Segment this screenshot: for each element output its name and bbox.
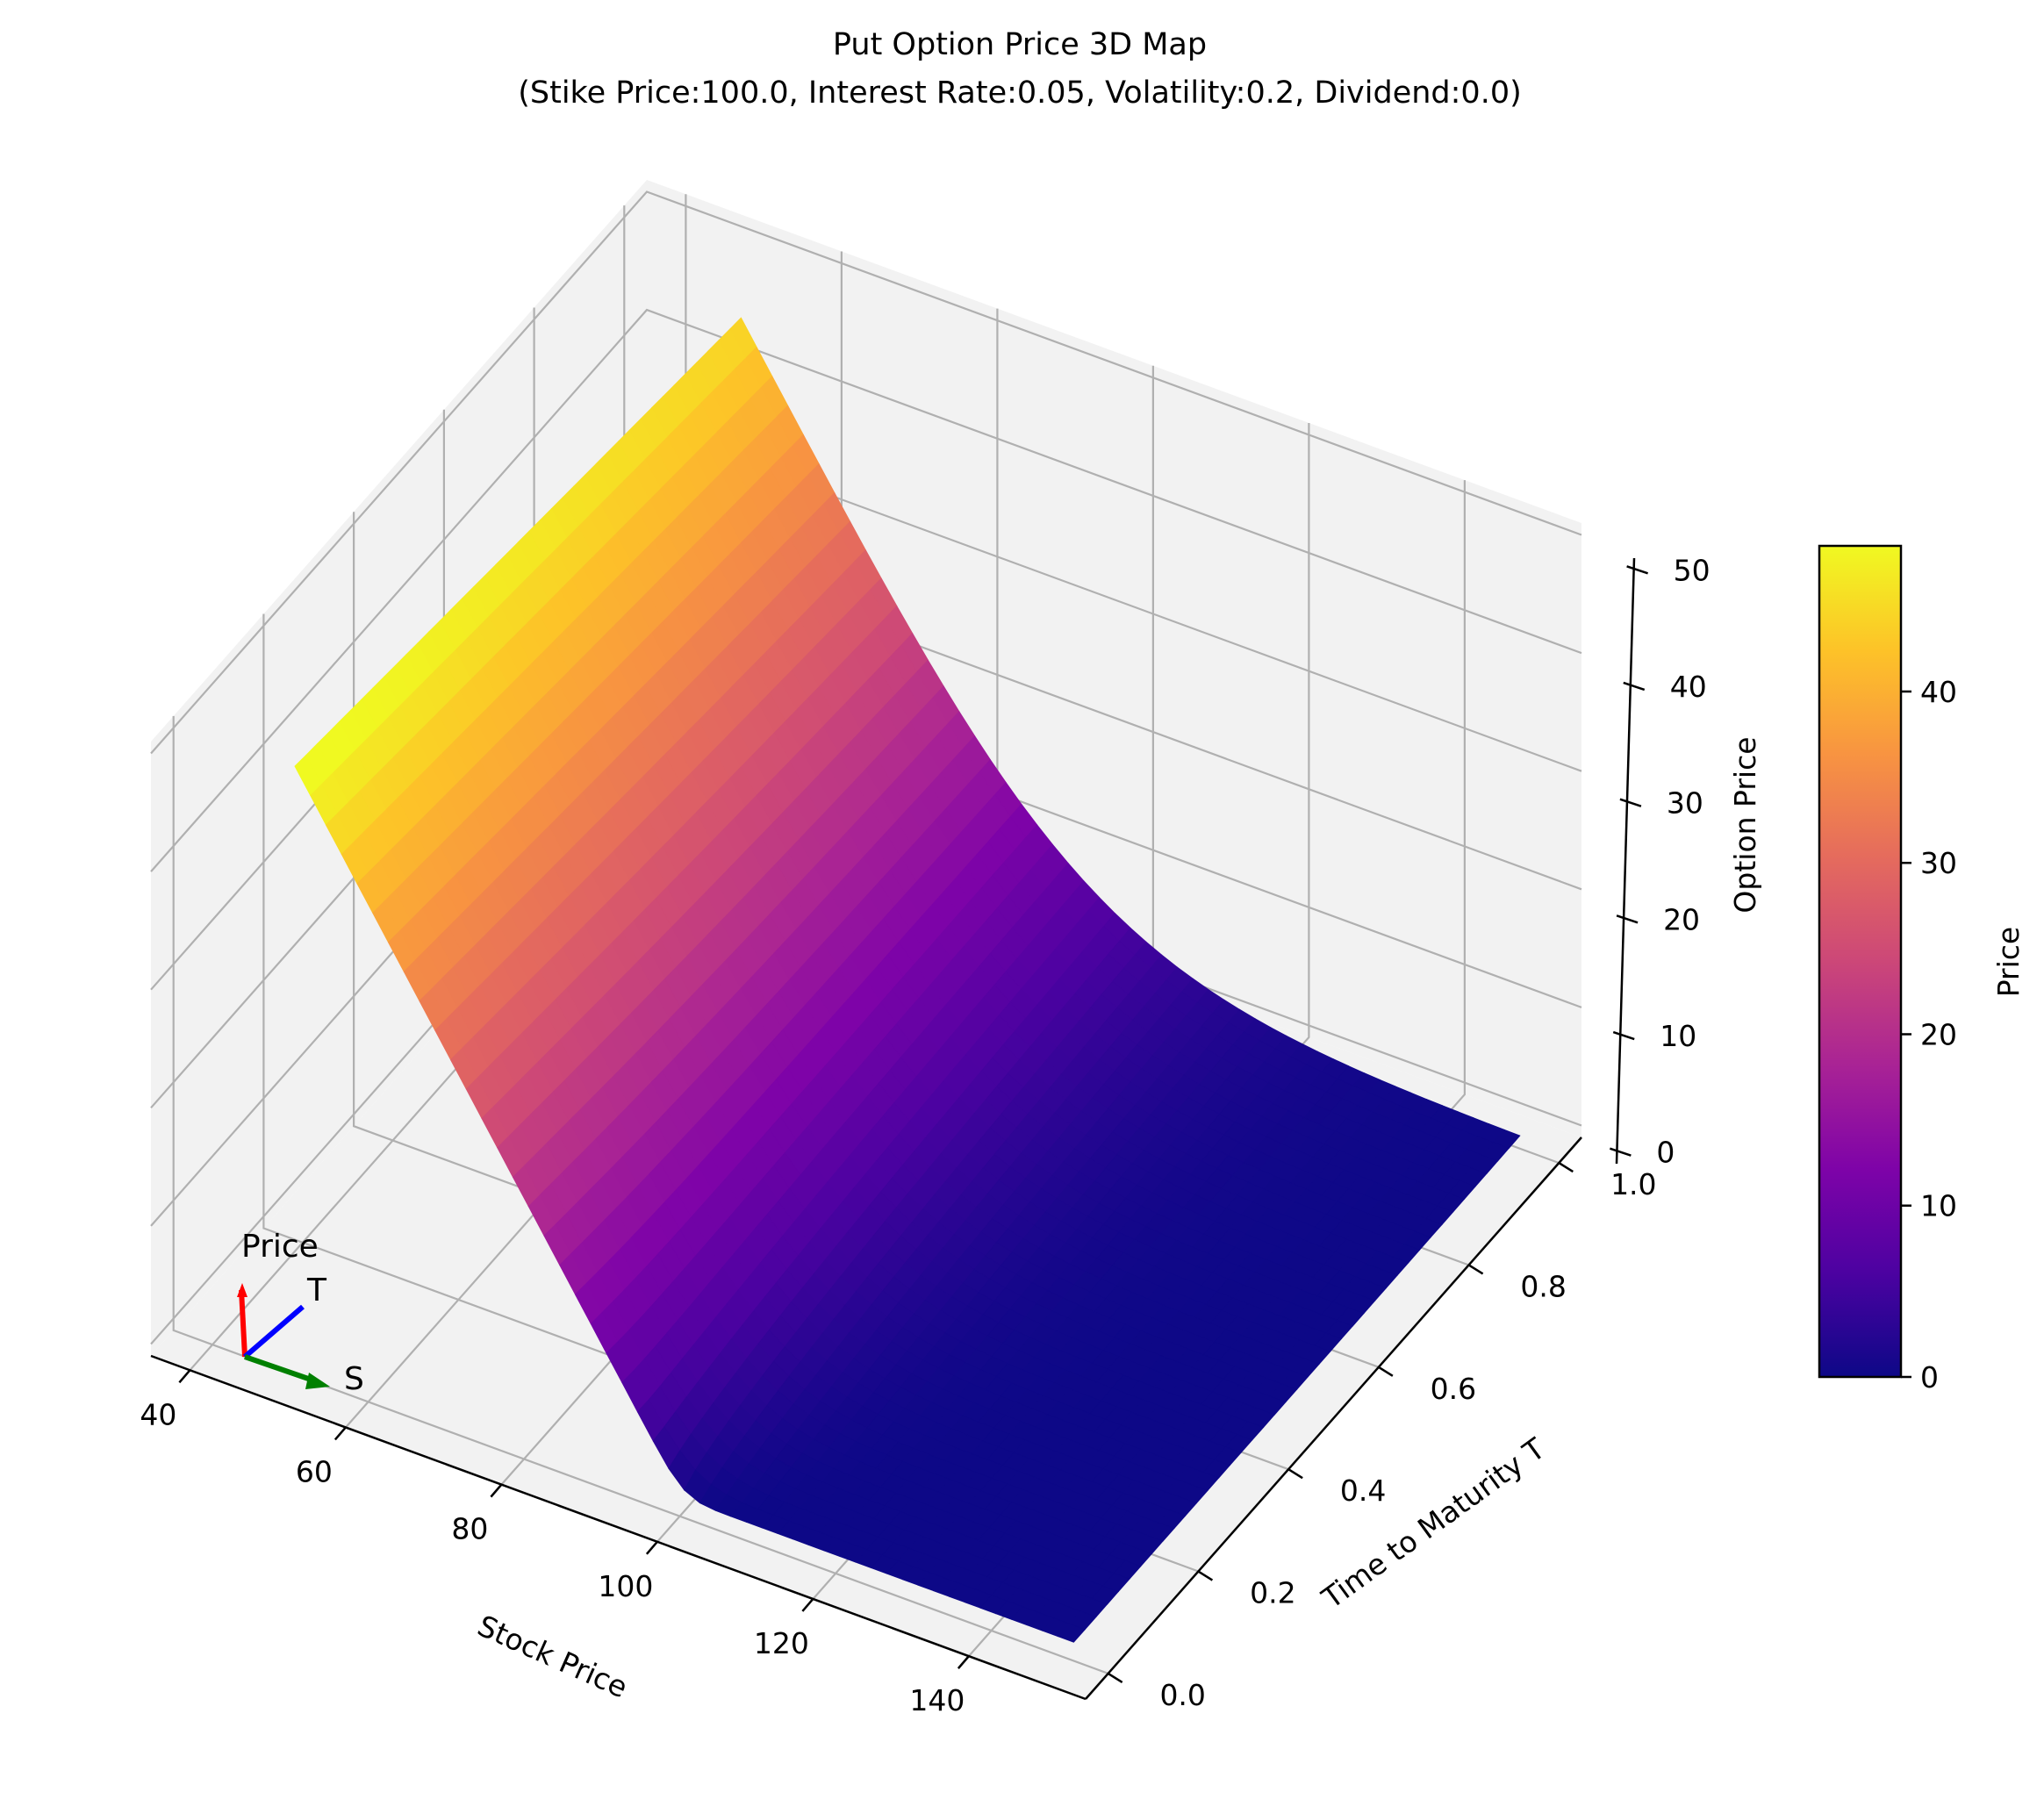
time-arrow (243, 1304, 305, 1359)
y-tick-mark (1558, 1162, 1574, 1173)
stock-arrowhead (305, 1373, 330, 1389)
x-tick-label: 120 (754, 1626, 809, 1660)
colorbar-gradient (1818, 544, 1903, 1379)
y-tick-mark (1197, 1570, 1214, 1581)
price-indicator-label: Price (241, 1229, 319, 1265)
surface (294, 317, 1521, 1643)
x-tick-mark (333, 1426, 347, 1441)
price-arrowhead (237, 1283, 247, 1297)
z-ticks: 0 10 20 30 40 50 (1609, 553, 1711, 1170)
x-ticks: 40 60 80 100 120 140 (140, 1369, 970, 1717)
z-tick-mark (1612, 1030, 1635, 1041)
y-axis-line (1085, 1136, 1582, 1700)
z-tick-mark (1609, 1147, 1632, 1157)
z-tick-mark (1623, 681, 1646, 692)
z-tick-label: 30 (1667, 786, 1703, 821)
colorbar-tick-label: 10 (1920, 1189, 1957, 1223)
colorbar-tick-label: 0 (1920, 1360, 1939, 1395)
chart-title: Put Option Price 3D Map (833, 27, 1207, 62)
z-tick-label: 0 (1656, 1136, 1675, 1170)
z-tick-mark (1616, 914, 1639, 924)
y-tick-label: 0.2 (1250, 1576, 1295, 1610)
x-tick-mark (645, 1540, 658, 1555)
x-tick-mark (801, 1598, 814, 1612)
y-tick-mark (1287, 1468, 1303, 1480)
z-axis-line (1615, 557, 1636, 1165)
y-ticks: 0.0 0.2 0.4 0.6 0.8 1.0 (1108, 1162, 1657, 1712)
z-tick-label: 10 (1660, 1019, 1696, 1053)
x-tick-label: 40 (140, 1397, 176, 1431)
back-pane (647, 180, 1581, 1137)
x-tick-label: 60 (296, 1454, 333, 1488)
y-tick-mark (1108, 1672, 1123, 1683)
stock-indicator-label: S (344, 1361, 364, 1397)
colorbar: 0 10 20 30 40 Price (1818, 544, 2026, 1395)
x-tick-mark (178, 1369, 191, 1384)
x-tick-label: 100 (598, 1569, 653, 1603)
y-tick-label: 0.8 (1520, 1269, 1566, 1303)
y-tick-mark (1378, 1366, 1394, 1377)
colorbar-ticks: 0 10 20 30 40 (1901, 675, 1957, 1395)
x-axis-label: Stock Price (472, 1609, 632, 1705)
z-gridline (150, 190, 1582, 755)
z-gridline (150, 308, 1582, 872)
axis-lines (150, 557, 1636, 1701)
colorbar-tick-label: 30 (1920, 846, 1957, 880)
chart-subtitle: (Stike Price:100.0, Interest Rate:0.05, … (518, 75, 1522, 111)
y-axis-label: Time to Maturity T (1315, 1430, 1552, 1616)
stock-arrow (244, 1354, 317, 1384)
time-indicator-label: T (306, 1273, 327, 1309)
surface-patch (1058, 1623, 1086, 1643)
z-axis-label: Option Price (1728, 736, 1762, 913)
price-arrow (239, 1289, 247, 1358)
z-tick-label: 20 (1663, 902, 1700, 936)
colorbar-label: Price (1991, 927, 2026, 998)
y-tick-label: 1.0 (1610, 1167, 1656, 1201)
z-tick-mark (1626, 565, 1649, 575)
z-tick-mark (1619, 798, 1642, 807)
y-tick-label: 0.0 (1159, 1678, 1205, 1712)
x-tick-label: 140 (909, 1683, 965, 1717)
x-tick-mark (490, 1483, 503, 1498)
y-tick-label: 0.4 (1340, 1473, 1386, 1508)
y-tick-label: 0.6 (1431, 1372, 1476, 1406)
axis-indicator: Price T S (237, 1229, 364, 1397)
colorbar-tick-label: 40 (1920, 675, 1957, 709)
x-tick-label: 80 (451, 1512, 488, 1546)
colorbar-tick-label: 20 (1920, 1017, 1957, 1051)
x-axis-line (150, 1354, 1087, 1701)
y-tick-mark (1467, 1264, 1484, 1275)
z-tick-label: 40 (1670, 670, 1707, 704)
x-tick-mark (957, 1655, 970, 1669)
y-gridline (172, 715, 1109, 1674)
z-tick-label: 50 (1674, 553, 1711, 587)
